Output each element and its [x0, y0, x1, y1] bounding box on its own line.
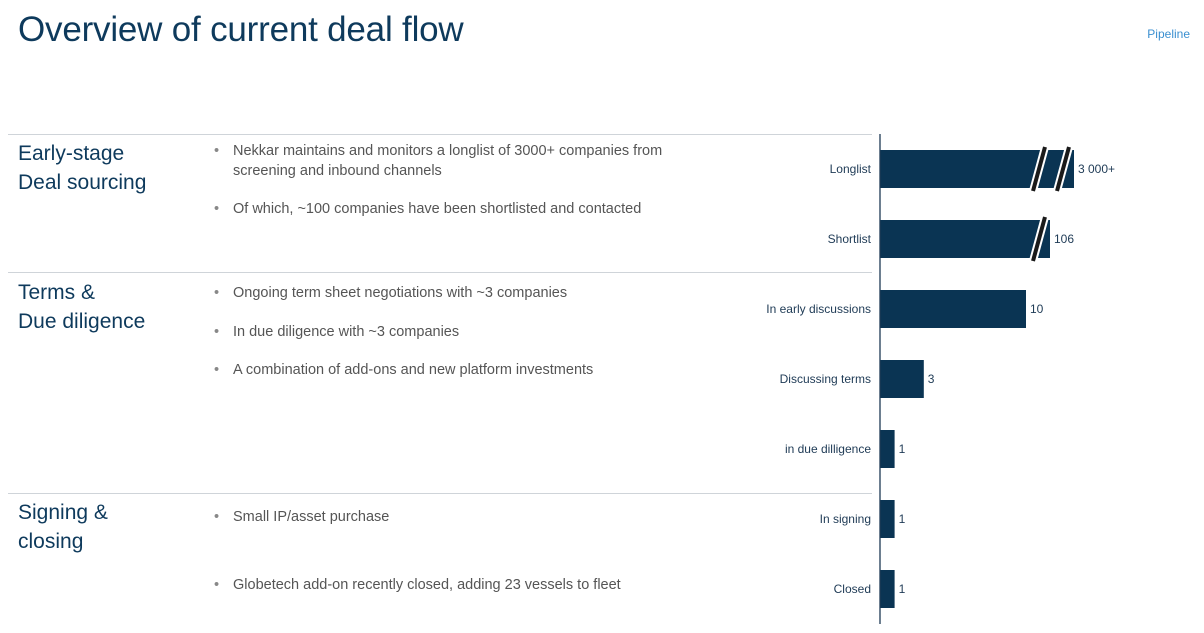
section-divider [8, 493, 872, 494]
category-label: In signing [820, 512, 871, 526]
bar-4 [880, 430, 895, 468]
bullet-item: • Small IP/asset purchase [214, 509, 390, 525]
value-label: 1 [899, 442, 906, 456]
value-label: 3 000+ [1078, 162, 1115, 176]
stage-title-early-stage: Early-stage Deal sourcing [18, 142, 147, 194]
break-slash [1031, 216, 1047, 262]
bar-2 [880, 290, 1026, 328]
value-label: 106 [1054, 232, 1074, 246]
bullet-item: • Of which, ~100 companies have been shor… [214, 201, 642, 217]
stage-title-terms: Terms & Due diligence [18, 281, 146, 333]
category-label: Longlist [830, 162, 872, 176]
bar-6 [880, 570, 895, 608]
value-label: 3 [928, 372, 935, 386]
break-slash [1055, 146, 1071, 192]
break-slash [1031, 146, 1047, 192]
category-label: Shortlist [828, 232, 872, 246]
bullet-list-early-stage: • Nekkar maintains and monitors a longlis… [214, 142, 684, 220]
bullet-item: • A combination of add-ons and new platfo… [214, 362, 594, 378]
axis-break-marks [1029, 145, 1073, 263]
bullet-item: • Nekkar maintains and monitors a longlis… [214, 143, 663, 179]
stage-title-signing: Signing & closing [18, 501, 108, 553]
bullet-item: • Globetech add-on recently closed, addin… [214, 576, 621, 593]
bar-3 [880, 360, 924, 398]
category-label: Discussing terms [780, 372, 871, 386]
section-tag: Pipeline [1147, 27, 1190, 41]
bar-1 [880, 220, 1050, 258]
value-label: 1 [899, 582, 906, 596]
value-label: 1 [899, 512, 906, 526]
bullet-item: • Ongoing term sheet negotiations with ~3… [214, 285, 568, 301]
section-divider [8, 134, 872, 135]
category-label: In early discussions [766, 302, 871, 316]
category-label: Closed [834, 582, 871, 596]
page-title: Overview of current deal flow [18, 10, 464, 49]
category-label: in due dilligence [785, 442, 871, 456]
value-label: 10 [1030, 302, 1044, 316]
bullet-list-signing: • Small IP/asset purchase • Globetech add-… [214, 508, 684, 595]
bullet-list-terms: • Ongoing term sheet negotiations with ~3… [214, 284, 684, 381]
bar-5 [880, 500, 895, 538]
section-divider [8, 272, 872, 273]
bullet-item: • In due diligence with ~3 companies [214, 323, 460, 340]
chart-bars: Longlist 3 000+ Shortlist 106 In early discu… [766, 150, 1115, 608]
